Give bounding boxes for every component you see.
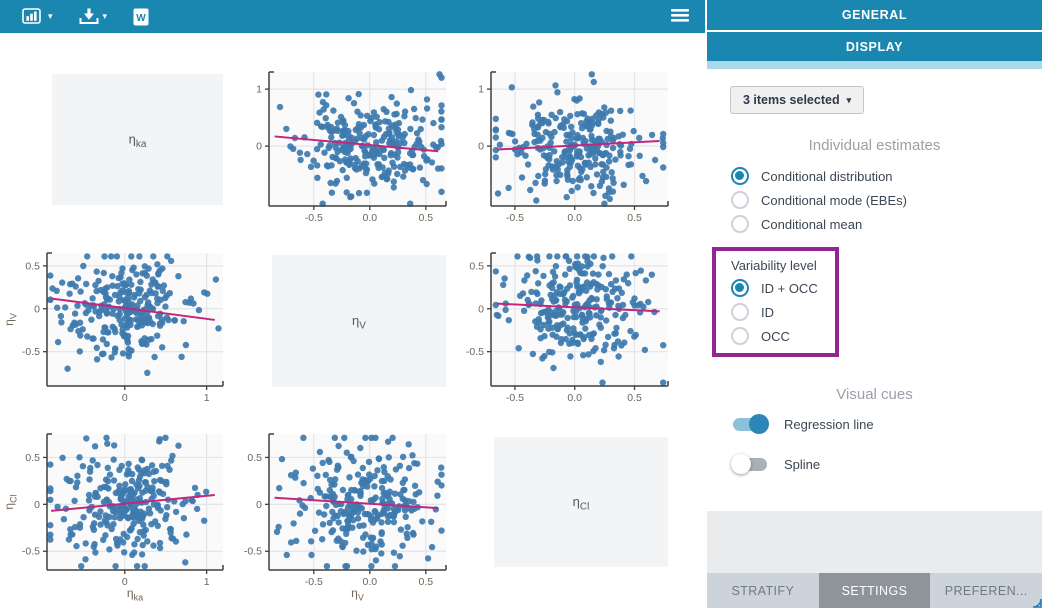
toggle-label: Spline [784,457,821,472]
radio-id-plus-occ[interactable]: ID + OCC [731,279,818,297]
svg-text:0: 0 [256,141,262,153]
radio-label: OCC [761,328,790,344]
radio-conditional-distribution[interactable]: Conditional distribution [731,167,893,185]
resize-grip-icon[interactable] [1032,598,1042,608]
plot-toolbar: ▾ ▾ W [0,0,705,33]
svg-text:0.0: 0.0 [567,212,582,224]
radio-occ[interactable]: OCC [731,327,790,345]
toggle-label: Regression line [784,417,874,432]
svg-text:-0.5: -0.5 [22,346,40,358]
svg-text:-0.5: -0.5 [466,346,484,358]
download-icon [79,8,99,24]
svg-text:0.0: 0.0 [363,576,378,588]
toggle-switch [733,414,769,434]
svg-text:0.5: 0.5 [419,576,434,588]
toggle-regression-line[interactable]: Regression line [733,414,874,434]
panel-bottom-tabs: STRATIFY SETTINGS PREFEREN... [707,573,1042,608]
radio-icon [731,327,749,345]
radio-conditional-mean[interactable]: Conditional mean [731,215,862,233]
radio-label: Conditional mode (EBEs) [761,192,907,208]
svg-text:-0.5: -0.5 [305,212,323,224]
tab-settings[interactable]: SETTINGS [818,573,931,608]
chevron-down-icon: ▾ [102,11,108,21]
radio-icon [731,215,749,233]
radio-id[interactable]: ID [731,303,774,321]
export-download-button[interactable]: ▾ [77,6,110,27]
svg-text:0.5: 0.5 [469,260,484,272]
svg-text:ηV: ηV [351,586,364,603]
svg-text:0: 0 [122,576,128,588]
items-selected-dropdown[interactable]: 3 items selected ▾ [730,86,865,114]
svg-text:0.0: 0.0 [363,212,378,224]
svg-text:0.5: 0.5 [627,212,642,224]
svg-text:0: 0 [256,499,262,511]
tab-general[interactable]: GENERAL [707,0,1042,30]
radio-label: Conditional distribution [761,168,893,184]
svg-text:-0.5: -0.5 [506,212,524,224]
svg-text:ηka: ηka [127,586,143,603]
svg-text:1: 1 [478,84,484,96]
tab-preferences[interactable]: PREFEREN... [930,573,1042,608]
toggle-switch [731,454,767,474]
svg-text:1: 1 [204,576,210,588]
hamburger-menu-icon [671,8,689,22]
chevron-down-icon: ▾ [846,94,852,105]
svg-text:0: 0 [34,303,40,315]
items-selected-label: 3 items selected [743,93,840,107]
svg-text:0: 0 [122,392,128,404]
radio-icon [731,191,749,209]
svg-text:0: 0 [34,499,40,511]
svg-text:0.0: 0.0 [567,392,582,404]
radio-conditional-mode-ebes[interactable]: Conditional mode (EBEs) [731,191,907,209]
svg-text:-0.5: -0.5 [506,392,524,404]
svg-text:-0.5: -0.5 [22,546,40,558]
radio-icon [731,167,749,185]
svg-text:ηCl: ηCl [2,494,19,509]
radio-label: ID [761,304,774,320]
toggle-knob [731,454,751,474]
toggle-spline[interactable]: Spline [731,454,821,474]
tab-display[interactable]: DISPLAY [707,32,1042,61]
toggle-knob [749,414,769,434]
svg-text:0.5: 0.5 [419,212,434,224]
radio-icon [731,279,749,297]
chart-type-button[interactable]: ▾ [20,6,55,27]
variability-level-label: Variability level [731,258,817,273]
radio-label: Conditional mean [761,216,863,232]
eta-scatter-matrix[interactable]: ηka ηV ηCl -0.5 0.0 0.5 0 1 -0.5 0.0 0.5 0 1 0 1 -0.5 0 0… [0,33,705,608]
panel-footer-spacer [707,511,1042,573]
svg-text:0.5: 0.5 [25,260,40,272]
svg-text:0: 0 [478,303,484,315]
tab-stratify[interactable]: STRATIFY [707,573,819,608]
settings-panel: GENERAL DISPLAY 3 items selected ▾ Indiv… [707,0,1042,608]
chart-type-icon [22,8,41,24]
individual-estimates-heading: Individual estimates [808,137,941,154]
word-export-button[interactable]: W [131,6,151,28]
svg-text:-0.5: -0.5 [244,546,262,558]
svg-text:0: 0 [478,141,484,153]
variability-level-highlight-box: Variability level [712,247,839,357]
svg-text:0.5: 0.5 [627,392,642,404]
radio-icon [731,303,749,321]
display-accent-strip [707,61,1042,69]
menu-button[interactable] [669,7,691,27]
chevron-down-icon: ▾ [48,11,53,21]
radio-label: ID + OCC [761,280,818,296]
svg-text:0.5: 0.5 [247,452,262,464]
svg-text:ηV: ηV [2,313,19,326]
plot-area: ▾ ▾ W [0,0,705,608]
svg-text:W: W [136,13,146,24]
panel-divider [705,0,707,608]
svg-text:1: 1 [256,84,262,96]
word-document-icon: W [133,8,149,25]
svg-text:1: 1 [204,392,210,404]
svg-text:0.5: 0.5 [25,452,40,464]
svg-text:-0.5: -0.5 [305,576,323,588]
visual-cues-heading: Visual cues [836,386,913,403]
